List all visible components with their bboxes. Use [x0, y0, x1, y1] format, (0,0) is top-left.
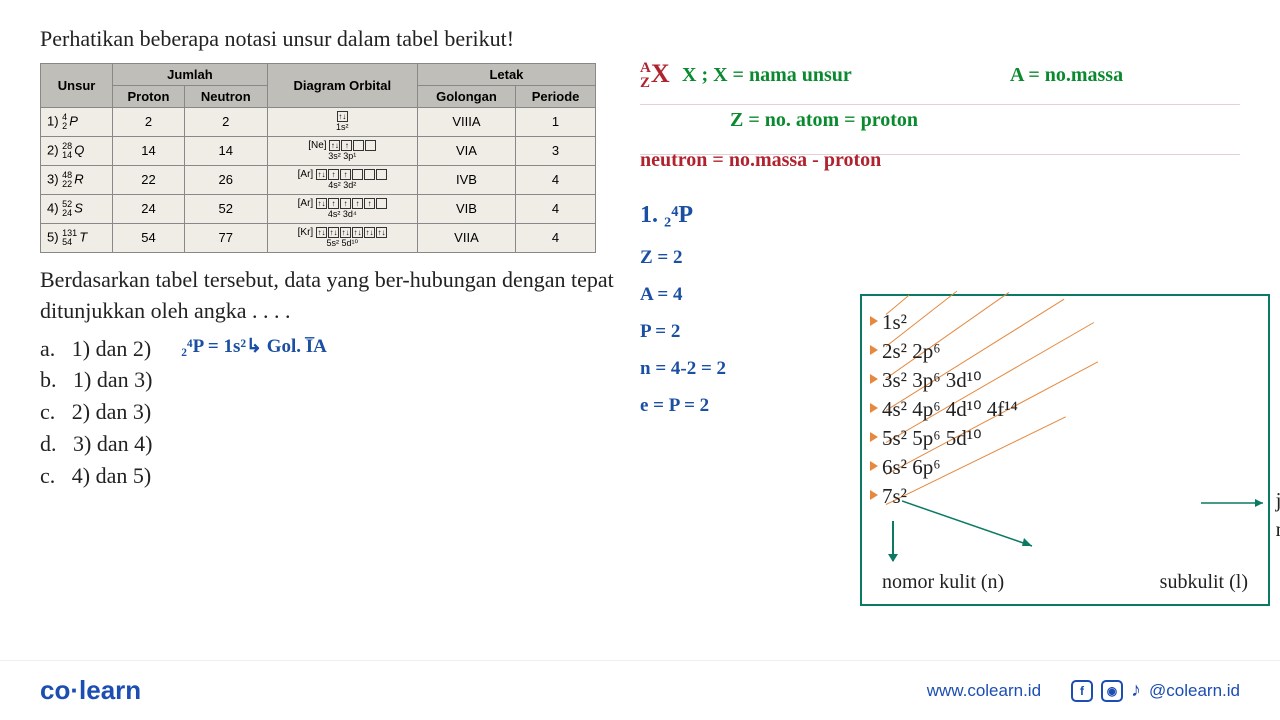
element-table: Unsur Jumlah Diagram Orbital Letak Proto…: [40, 63, 596, 253]
calc-line-2: Z = 2: [640, 239, 1240, 276]
handle-text: @colearn.id: [1149, 681, 1240, 701]
table-row: 4) 5224S 24 52 [Ar] ↑↓↑↑↑↑4s² 3d⁴ VIB 4: [41, 194, 596, 223]
footer-url[interactable]: www.colearn.id: [927, 681, 1041, 701]
th-neutron: Neutron: [184, 85, 267, 107]
bottom-axis-labels: nomor kulit (n) subkulit (l): [882, 571, 1248, 594]
th-unsur: Unsur: [41, 63, 113, 107]
notation-legend: AZ X X ; X = nama unsur A = no.massa Z =…: [640, 54, 1240, 184]
brand-logo: co·learn: [40, 675, 141, 706]
option-c: c. 2) dan 3): [40, 396, 151, 428]
aufbau-row: 1s²: [882, 310, 1254, 335]
instagram-icon[interactable]: ◉: [1101, 680, 1123, 702]
legend-x: X ; X = nama unsur: [682, 64, 852, 87]
option-e: c. 4) dan 5): [40, 460, 151, 492]
option-d: d. 3) dan 4): [40, 428, 152, 460]
aufbau-row: 7s²: [882, 484, 1254, 509]
table-row: 1) 42P 2 2 ↑↓1s² VIIIA 1: [41, 107, 596, 136]
facebook-icon[interactable]: f: [1071, 680, 1093, 702]
footer: co·learn www.colearn.id f ◉ ♪ @colearn.i…: [0, 660, 1280, 720]
legend-z: Z = no. atom = proton: [730, 109, 918, 132]
aufbau-row: 3s² 3p⁶ 3d¹⁰: [882, 368, 1254, 393]
th-golongan: Golongan: [417, 85, 515, 107]
th-jumlah: Jumlah: [113, 63, 268, 85]
legend-neutron: neutron = no.massa - proton: [640, 149, 881, 172]
main-content: Perhatikan beberapa notasi unsur dalam t…: [0, 0, 1280, 492]
aufbau-row: 5s² 5p⁶ 5d¹⁰: [882, 426, 1254, 451]
th-periode: Periode: [516, 85, 596, 107]
table-row: 5) 13154T 54 77 [Kr] ↑↓↑↓↑↓↑↓↑↓↑↓5s² 5d¹…: [41, 223, 596, 252]
aufbau-diagram-box: 1s² 2s² 2p⁶ 3s² 3p⁶ 3d¹⁰ 4s² 4p⁶ 4d¹⁰ 4f¹⁴ 5…: [860, 294, 1270, 606]
label-jumlah-elektron: jumlah elektron maksimal: [1276, 486, 1280, 545]
left-column: Perhatikan beberapa notasi unsur dalam t…: [40, 24, 620, 492]
question-body: Berdasarkan tabel tersebut, data yang be…: [40, 265, 620, 327]
calc-line-1: 1. ₂⁴P: [640, 192, 1240, 239]
option-b: b. 1) dan 3): [40, 364, 152, 396]
symbol-az-x: AZ X: [640, 59, 670, 91]
inline-work-annotation: ₂⁴P = 1s²↳ Gol. I̅A: [181, 333, 327, 365]
table-row: 2) 2814Q 14 14 [Ne] ↑↓↑3s² 3p¹ VIA 3: [41, 136, 596, 165]
table-row: 3) 4822R 22 26 [Ar] ↑↓↑↑4s² 3d² IVB 4: [41, 165, 596, 194]
option-a: a. 1) dan 2): [40, 333, 151, 365]
legend-a: A = no.massa: [1010, 64, 1123, 87]
footer-right: www.colearn.id f ◉ ♪ @colearn.id: [927, 679, 1240, 702]
th-diagram: Diagram Orbital: [267, 63, 417, 107]
th-proton: Proton: [113, 85, 185, 107]
aufbau-row: 4s² 4p⁶ 4d¹⁰ 4f¹⁴: [882, 397, 1254, 422]
tiktok-icon[interactable]: ♪: [1131, 679, 1141, 702]
th-letak: Letak: [417, 63, 595, 85]
aufbau-row: 6s² 6p⁶: [882, 455, 1254, 480]
social-icons: f ◉ ♪ @colearn.id: [1071, 679, 1240, 702]
answer-options: a. 1) dan 2) ₂⁴P = 1s²↳ Gol. I̅A b. 1) d…: [40, 333, 620, 492]
right-column: AZ X X ; X = nama unsur A = no.massa Z =…: [640, 24, 1240, 492]
aufbau-row: 2s² 2p⁶: [882, 339, 1254, 364]
question-intro: Perhatikan beberapa notasi unsur dalam t…: [40, 24, 620, 55]
